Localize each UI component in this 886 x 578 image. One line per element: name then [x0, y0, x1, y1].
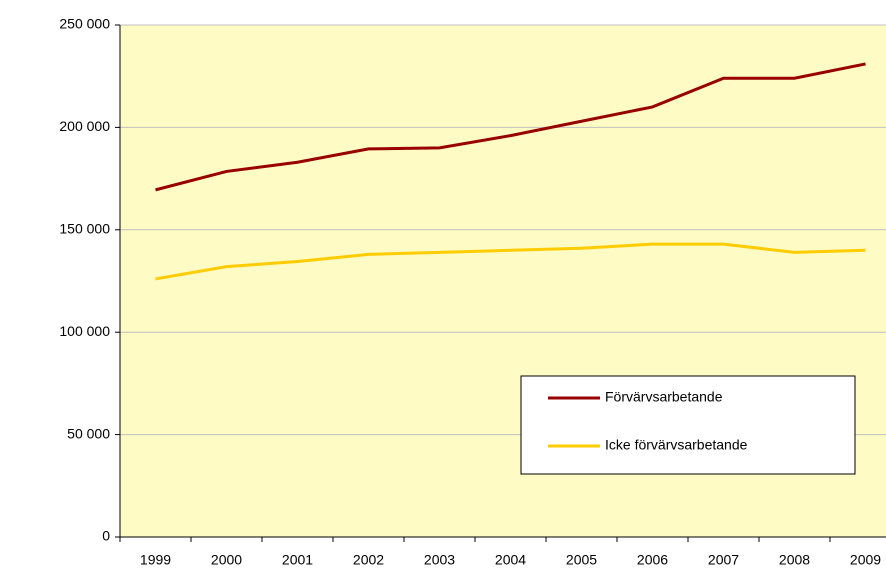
- legend: [520, 375, 856, 475]
- y-tick-label: 200 000: [59, 118, 110, 134]
- y-tick-label: 100 000: [59, 323, 110, 339]
- series-line: [155, 62, 866, 192]
- x-tick-label: 2009: [850, 552, 881, 568]
- x-tick-label: 2008: [779, 552, 810, 568]
- x-tick-label: 1999: [140, 552, 171, 568]
- x-tick-label: 2000: [211, 552, 242, 568]
- legend-label: Icke förvärvsarbetande: [605, 437, 748, 453]
- x-tick-label: 2003: [424, 552, 455, 568]
- x-tick-label: 2002: [353, 552, 384, 568]
- x-tick-label: 2006: [637, 552, 668, 568]
- x-tick-label: 2007: [708, 552, 739, 568]
- legend-label: Förvärvsarbetande: [605, 389, 723, 405]
- series-line: [155, 242, 866, 281]
- y-tick-label: 250 000: [59, 16, 110, 32]
- x-tick-label: 2001: [282, 552, 313, 568]
- y-tick-label: 0: [102, 528, 110, 544]
- x-tick-label: 2004: [495, 552, 526, 568]
- x-tick-label: 2005: [566, 552, 597, 568]
- y-tick-label: 50 000: [67, 425, 110, 441]
- y-tick-label: 150 000: [59, 221, 110, 237]
